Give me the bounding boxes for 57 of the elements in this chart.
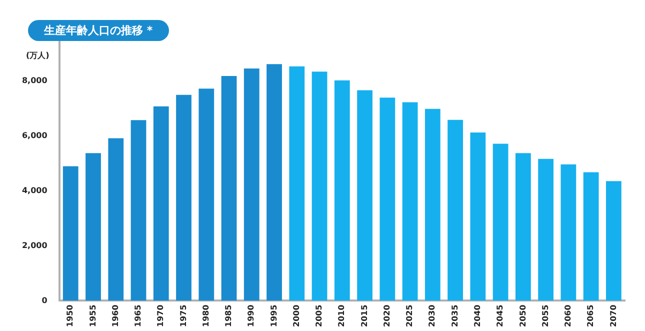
bar bbox=[515, 153, 531, 301]
bar bbox=[130, 120, 146, 301]
bar bbox=[448, 120, 463, 301]
x-tick-label: 2060 bbox=[564, 304, 573, 327]
bar bbox=[470, 132, 486, 301]
bar bbox=[198, 88, 214, 301]
x-tick-label: 2005 bbox=[314, 304, 324, 327]
x-tick-label: 1995 bbox=[269, 304, 278, 327]
y-tick-label: 6,000 bbox=[22, 131, 48, 140]
x-tick-label: 1970 bbox=[156, 304, 166, 327]
x-tick-label: 1980 bbox=[201, 304, 210, 327]
x-tick-label: 1985 bbox=[224, 304, 234, 327]
x-tick-label: 2025 bbox=[405, 304, 414, 327]
bar bbox=[334, 80, 350, 301]
x-tick-label: 1975 bbox=[178, 304, 188, 327]
y-tick-label: 8,000 bbox=[22, 76, 48, 86]
bar bbox=[560, 164, 576, 301]
x-tick-label: 2000 bbox=[292, 304, 301, 327]
x-tick-label: 2050 bbox=[518, 304, 528, 327]
x-tick-label: 2015 bbox=[360, 304, 369, 327]
y-axis-title: (万人) bbox=[26, 50, 50, 61]
bar bbox=[153, 106, 169, 301]
bar bbox=[380, 98, 396, 301]
bar bbox=[221, 76, 237, 301]
x-tick-label: 2070 bbox=[608, 304, 618, 327]
bar bbox=[606, 181, 622, 301]
bar bbox=[62, 166, 78, 301]
bar bbox=[492, 144, 508, 301]
bar bbox=[312, 72, 328, 301]
x-tick-label: 2035 bbox=[450, 304, 460, 327]
x-tick-label: 1960 bbox=[110, 304, 120, 327]
bar bbox=[289, 66, 305, 301]
bar bbox=[266, 64, 282, 301]
bar bbox=[357, 90, 372, 301]
x-tick-label: 2065 bbox=[586, 304, 596, 327]
chart-title: 生産年齢人口の推移 * bbox=[28, 20, 169, 41]
x-tick-label: 2055 bbox=[540, 304, 550, 327]
y-tick-label: 0 bbox=[42, 296, 48, 305]
y-tick-label: 2,000 bbox=[22, 240, 48, 250]
x-tick-label: 1955 bbox=[88, 304, 98, 327]
bar bbox=[86, 153, 101, 301]
x-tick-label: 1965 bbox=[134, 304, 143, 327]
bar bbox=[424, 108, 440, 301]
x-tick-label: 2040 bbox=[472, 304, 482, 327]
x-tick-label: 2020 bbox=[382, 304, 392, 327]
x-tick-label: 2045 bbox=[496, 304, 505, 327]
bar bbox=[244, 68, 260, 301]
x-tick-label: 2030 bbox=[428, 304, 437, 327]
bar bbox=[176, 94, 192, 301]
x-tick-label: 1990 bbox=[246, 304, 256, 327]
bar bbox=[402, 102, 418, 301]
bar bbox=[108, 138, 124, 301]
bar bbox=[583, 172, 599, 301]
y-tick-label: 4,000 bbox=[22, 186, 48, 196]
x-tick-label: 1950 bbox=[66, 304, 75, 327]
x-tick-label: 2010 bbox=[337, 304, 346, 327]
bar bbox=[538, 158, 554, 301]
